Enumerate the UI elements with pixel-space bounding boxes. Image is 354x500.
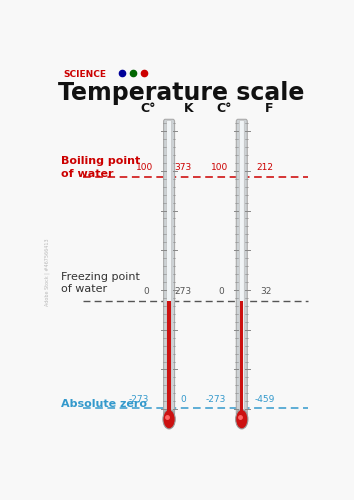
Bar — [240, 300, 244, 412]
Bar — [167, 300, 171, 412]
Text: 373: 373 — [174, 163, 192, 172]
Text: Boiling point
of water: Boiling point of water — [61, 156, 140, 178]
Text: 0: 0 — [180, 395, 185, 404]
Text: K: K — [184, 102, 194, 114]
Text: Adobe Stock | #467566413: Adobe Stock | #467566413 — [45, 238, 50, 306]
Text: 0: 0 — [143, 287, 149, 296]
Text: SCIENCE: SCIENCE — [63, 70, 107, 78]
Text: 0: 0 — [218, 287, 224, 296]
FancyBboxPatch shape — [236, 120, 247, 416]
Text: C°: C° — [216, 102, 232, 114]
Text: 273: 273 — [174, 287, 192, 296]
FancyBboxPatch shape — [239, 120, 244, 414]
Text: C°: C° — [141, 102, 156, 114]
Text: Freezing point
of water: Freezing point of water — [61, 272, 139, 294]
Text: -459: -459 — [255, 395, 275, 404]
Text: 100: 100 — [211, 163, 228, 172]
FancyBboxPatch shape — [238, 410, 246, 416]
Text: 212: 212 — [257, 163, 274, 172]
FancyBboxPatch shape — [165, 410, 173, 416]
Text: 100: 100 — [136, 163, 153, 172]
Text: Absolute zero: Absolute zero — [61, 399, 147, 409]
Text: F: F — [265, 102, 274, 114]
Ellipse shape — [236, 410, 248, 429]
Text: 32: 32 — [260, 287, 272, 296]
Text: Temperature scale: Temperature scale — [58, 81, 304, 105]
FancyBboxPatch shape — [167, 120, 172, 414]
FancyBboxPatch shape — [164, 120, 175, 416]
Ellipse shape — [163, 410, 175, 429]
Text: -273: -273 — [129, 395, 149, 404]
Text: -273: -273 — [206, 395, 226, 404]
